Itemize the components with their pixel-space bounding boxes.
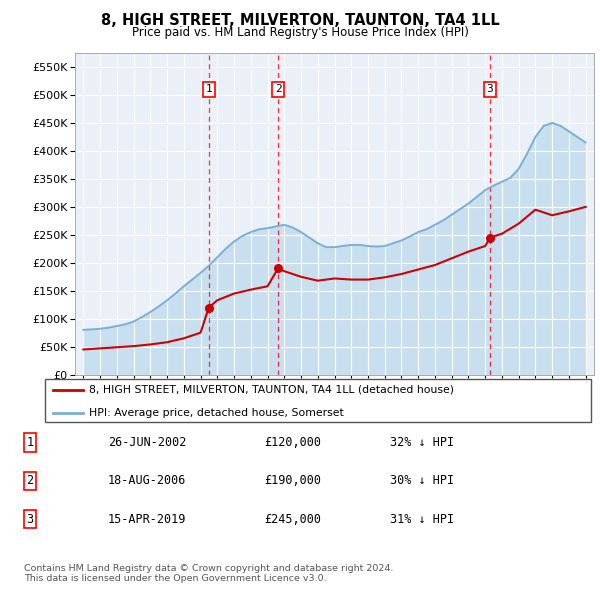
Text: 31% ↓ HPI: 31% ↓ HPI [390,513,454,526]
Text: 8, HIGH STREET, MILVERTON, TAUNTON, TA4 1LL: 8, HIGH STREET, MILVERTON, TAUNTON, TA4 … [101,13,499,28]
Text: HPI: Average price, detached house, Somerset: HPI: Average price, detached house, Some… [89,408,343,418]
Text: 2: 2 [26,474,34,487]
Text: 2: 2 [275,84,281,94]
Text: £120,000: £120,000 [264,436,321,449]
Text: 1: 1 [205,84,212,94]
Text: Price paid vs. HM Land Registry's House Price Index (HPI): Price paid vs. HM Land Registry's House … [131,26,469,39]
Text: 30% ↓ HPI: 30% ↓ HPI [390,474,454,487]
Text: 3: 3 [26,513,34,526]
Text: 26-JUN-2002: 26-JUN-2002 [108,436,187,449]
Text: 32% ↓ HPI: 32% ↓ HPI [390,436,454,449]
Text: 1: 1 [26,436,34,449]
Text: £245,000: £245,000 [264,513,321,526]
Text: 3: 3 [487,84,493,94]
Text: 8, HIGH STREET, MILVERTON, TAUNTON, TA4 1LL (detached house): 8, HIGH STREET, MILVERTON, TAUNTON, TA4 … [89,385,454,395]
FancyBboxPatch shape [45,379,591,422]
Text: £190,000: £190,000 [264,474,321,487]
Text: Contains HM Land Registry data © Crown copyright and database right 2024.
This d: Contains HM Land Registry data © Crown c… [24,563,394,583]
Text: 15-APR-2019: 15-APR-2019 [108,513,187,526]
Text: 18-AUG-2006: 18-AUG-2006 [108,474,187,487]
